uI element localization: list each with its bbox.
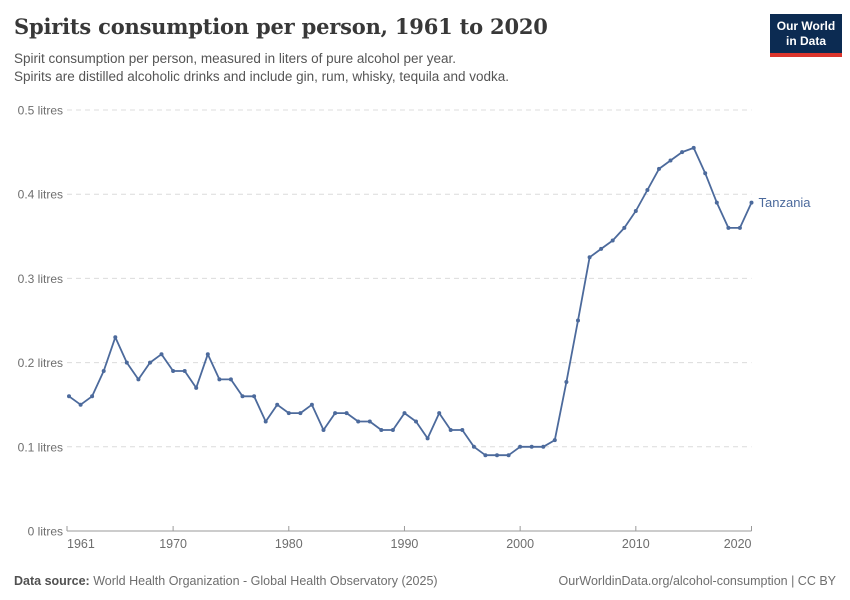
data-point[interactable] <box>171 369 176 373</box>
data-point[interactable] <box>437 411 442 416</box>
data-point[interactable] <box>552 438 557 443</box>
data-point[interactable] <box>205 352 210 357</box>
data-point[interactable] <box>356 419 361 424</box>
data-point[interactable] <box>101 369 106 373</box>
y-axis-tick-label: 0.1 litres <box>18 440 63 454</box>
data-point[interactable] <box>726 225 731 230</box>
data-point[interactable] <box>90 394 95 399</box>
x-axis-tick-label: 1970 <box>159 537 187 551</box>
y-axis-tick-label: 0.5 litres <box>18 104 63 118</box>
owid-logo-line2: in Data <box>785 34 826 48</box>
data-point[interactable] <box>286 411 291 416</box>
y-axis-tick-label: 0.4 litres <box>18 188 63 202</box>
y-axis-tick-label: 0 litres <box>28 525 63 539</box>
data-point[interactable] <box>657 166 661 171</box>
data-point[interactable] <box>309 402 314 407</box>
data-point[interactable] <box>506 453 511 458</box>
data-point[interactable] <box>737 225 742 230</box>
data-point[interactable] <box>448 428 453 432</box>
data-point[interactable] <box>460 428 465 432</box>
data-source-label: Data source: <box>14 574 90 588</box>
data-point[interactable] <box>576 318 580 323</box>
data-point[interactable] <box>425 436 430 441</box>
x-axis-tick-label: 1961 <box>67 537 95 551</box>
data-point[interactable] <box>402 411 407 416</box>
x-axis-tick-label: 2000 <box>506 537 534 551</box>
data-point[interactable] <box>564 380 569 384</box>
data-point[interactable] <box>182 369 187 373</box>
data-source-text: World Health Organization - Global Healt… <box>89 574 438 588</box>
data-point[interactable] <box>668 158 673 163</box>
x-axis-tick-label: 1990 <box>391 537 419 551</box>
data-point[interactable] <box>471 444 476 449</box>
data-point[interactable] <box>159 352 164 357</box>
x-axis-tick-label: 1980 <box>275 537 303 551</box>
data-point[interactable] <box>252 394 257 399</box>
data-point[interactable] <box>529 444 534 449</box>
data-point[interactable] <box>749 200 754 205</box>
data-point[interactable] <box>703 171 708 176</box>
license-note[interactable]: OurWorldinData.org/alcohol-consumption |… <box>558 574 836 588</box>
data-point[interactable] <box>390 428 395 432</box>
data-point[interactable] <box>344 411 349 416</box>
x-axis-tick-label: 2010 <box>622 537 650 551</box>
data-point[interactable] <box>275 402 280 407</box>
owid-logo-line1: Our World <box>776 19 836 33</box>
data-point[interactable] <box>78 402 83 407</box>
data-point[interactable] <box>680 150 685 155</box>
data-point[interactable] <box>298 411 303 416</box>
chart-title: Spirits consumption per person, 1961 to … <box>14 14 548 39</box>
data-point[interactable] <box>541 444 546 449</box>
data-point[interactable] <box>194 385 199 390</box>
data-point[interactable] <box>483 453 488 458</box>
chart-subtitle-line2: Spirits are distilled alcoholic drinks a… <box>14 69 509 84</box>
data-point[interactable] <box>367 419 372 424</box>
data-point[interactable] <box>645 188 650 192</box>
owid-logo: Our World in Data <box>770 14 842 57</box>
x-axis-tick-label: 2020 <box>724 537 752 551</box>
data-point[interactable] <box>113 335 118 340</box>
data-point[interactable] <box>714 200 719 205</box>
data-point[interactable] <box>633 209 638 213</box>
data-source-note: Data source: World Health Organization -… <box>14 574 438 588</box>
data-point[interactable] <box>321 428 326 432</box>
data-point[interactable] <box>518 444 523 449</box>
data-point[interactable] <box>414 419 418 424</box>
data-point[interactable] <box>691 145 696 150</box>
entity-label-tanzania[interactable]: Tanzania <box>759 195 812 210</box>
data-point[interactable] <box>599 246 604 251</box>
y-axis-tick-label: 0.2 litres <box>18 356 63 370</box>
chart-footer: Data source: World Health Organization -… <box>14 574 836 588</box>
y-axis-tick-label: 0.3 litres <box>18 272 63 286</box>
data-point[interactable] <box>124 360 129 365</box>
data-point[interactable] <box>622 225 627 230</box>
data-point[interactable] <box>263 419 268 424</box>
data-point[interactable] <box>333 411 338 416</box>
data-point[interactable] <box>240 394 245 399</box>
data-point[interactable] <box>217 377 222 382</box>
data-point[interactable] <box>148 360 152 365</box>
data-point[interactable] <box>67 394 71 399</box>
data-point[interactable] <box>587 255 592 260</box>
chart-area[interactable]: 0 litres 0.1 litres 0.2 litres 0.3 litres 0.… <box>0 95 850 560</box>
data-point[interactable] <box>228 377 233 382</box>
data-point[interactable] <box>379 428 384 432</box>
chart-subtitle-line1: Spirit consumption per person, measured … <box>14 51 456 66</box>
chart-subtitle: Spirit consumption per person, measured … <box>14 50 509 86</box>
data-point[interactable] <box>610 238 615 243</box>
data-point[interactable] <box>136 377 141 382</box>
data-point[interactable] <box>495 453 499 458</box>
